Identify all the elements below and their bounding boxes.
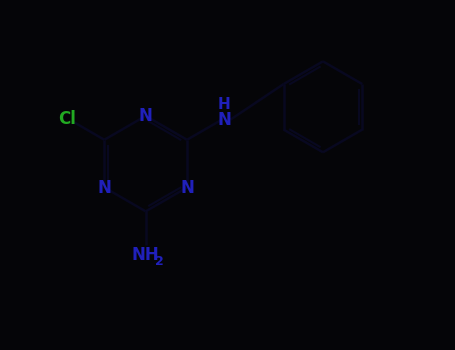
Text: H: H: [218, 97, 231, 112]
Text: N: N: [139, 107, 152, 125]
Text: Cl: Cl: [58, 110, 76, 128]
Text: NH: NH: [132, 246, 160, 265]
Text: 2: 2: [155, 255, 164, 268]
Text: N: N: [217, 111, 231, 128]
Text: N: N: [180, 178, 194, 196]
Text: N: N: [97, 178, 111, 196]
